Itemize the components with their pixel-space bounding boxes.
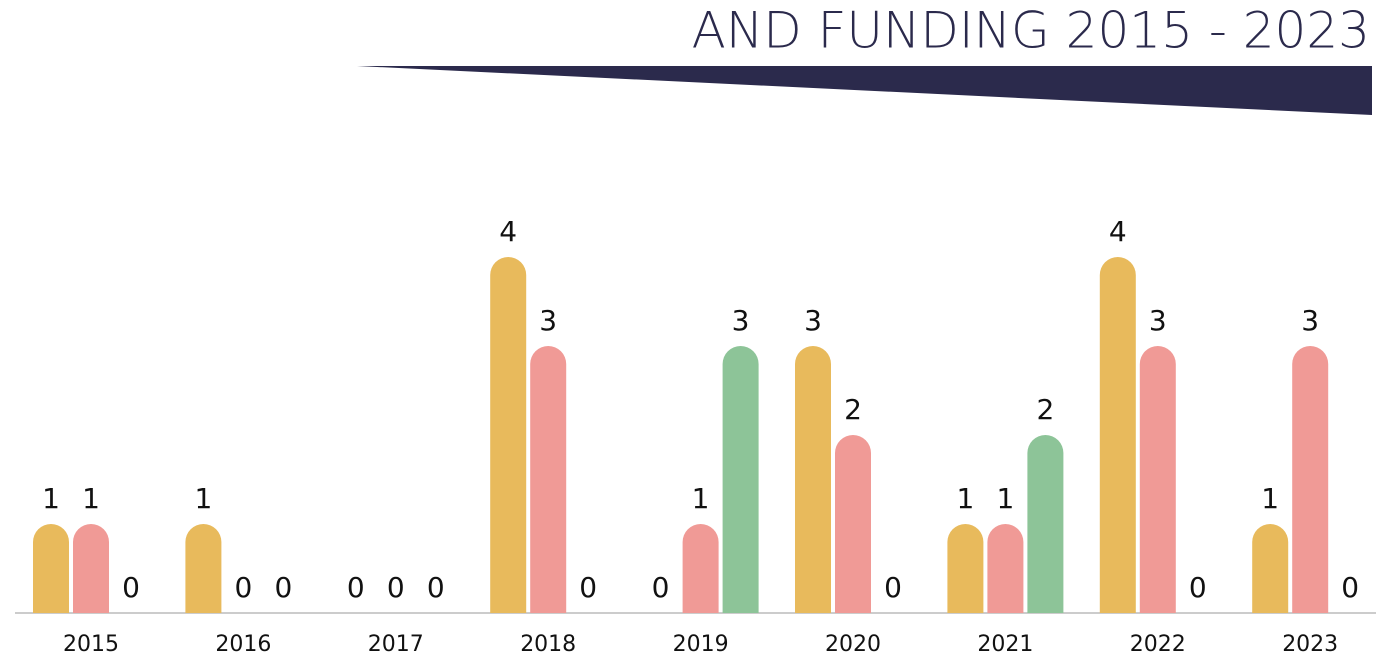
x-tick-label: 2016 [215,632,271,657]
value-label: 0 [234,571,252,604]
x-tick-label: 2018 [520,632,576,657]
bar [795,346,831,613]
value-label: 0 [387,571,405,604]
value-label: 3 [804,304,822,337]
bar [722,346,759,613]
bar [1252,524,1289,613]
value-label: 1 [42,482,60,515]
bar [73,524,109,613]
value-label: 0 [652,571,670,604]
bar [1139,346,1176,613]
bar [1027,435,1064,613]
bar [33,524,69,613]
x-tick-label: 2017 [368,632,424,657]
x-tick-label: 2021 [977,632,1033,657]
value-label: 0 [1341,571,1359,604]
value-label: 1 [1261,482,1279,515]
bar [185,524,222,613]
value-label: 3 [539,304,557,337]
value-label: 0 [884,571,902,604]
value-label: 0 [427,571,445,604]
x-tick-label: 2020 [825,632,881,657]
value-label: 0 [122,571,140,604]
value-label: 1 [956,482,974,515]
value-label: 1 [194,482,212,515]
bar [835,435,871,613]
bar [490,257,527,613]
x-tick-label: 2023 [1282,632,1338,657]
value-label: 3 [732,304,750,337]
x-tick-label: 2015 [63,632,119,657]
value-label: 0 [274,571,292,604]
x-tick-label: 2022 [1130,632,1186,657]
bar [987,524,1024,613]
value-label: 3 [1301,304,1319,337]
value-label: 4 [499,215,517,248]
bar [947,524,984,613]
bar [682,524,719,613]
value-label: 2 [844,393,862,426]
bar [1099,257,1136,613]
bar [530,346,567,613]
title-banner [357,66,1372,115]
chart-title: AND FUNDING 2015 - 2023 [692,2,1370,60]
x-tick-label: 2019 [673,632,729,657]
value-label: 0 [1189,571,1207,604]
bar [1292,346,1329,613]
value-label: 1 [82,482,100,515]
value-label: 0 [347,571,365,604]
value-label: 2 [1036,393,1054,426]
value-label: 0 [579,571,597,604]
value-label: 4 [1109,215,1127,248]
value-label: 3 [1149,304,1167,337]
value-label: 1 [692,482,710,515]
value-label: 1 [996,482,1014,515]
